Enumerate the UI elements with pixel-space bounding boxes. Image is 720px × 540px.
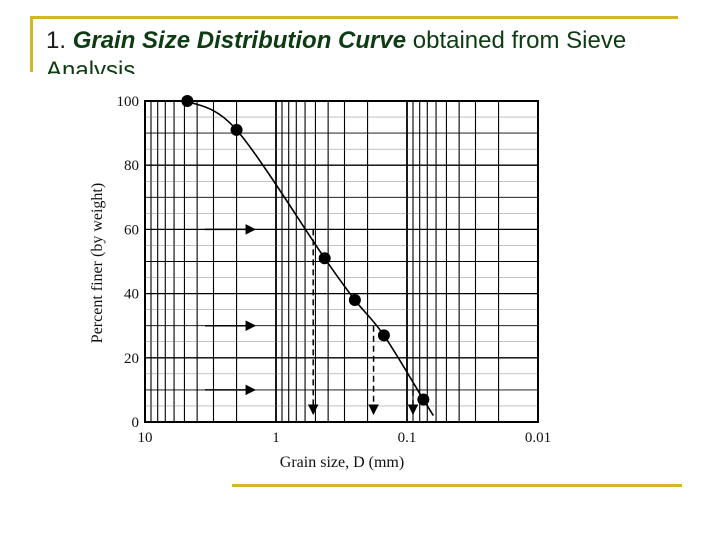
data-point xyxy=(230,123,243,136)
x-tick-label: 1 xyxy=(272,430,280,446)
y-tick-label: 80 xyxy=(124,158,139,174)
chart-tick-labels: 0 20 40 60 80 100 10 1 0.1 0.01 xyxy=(117,94,552,446)
slide-accent-rule-left xyxy=(30,16,33,72)
slide-title: 1. Grain Size Distribution Curve obtaine… xyxy=(46,26,696,74)
x-tick-label: 0.01 xyxy=(525,430,551,446)
y-tick-label: 100 xyxy=(117,94,140,110)
data-point xyxy=(417,393,430,406)
x-tick-label: 0.1 xyxy=(398,430,417,446)
data-point xyxy=(377,329,390,342)
chart-curve-layer xyxy=(186,100,435,416)
title-rest: obtained from Sieve Analysis xyxy=(46,27,627,74)
x-tick-label: 10 xyxy=(138,430,153,446)
chart-annotations xyxy=(205,224,419,416)
data-point xyxy=(348,294,361,307)
y-tick-label: 60 xyxy=(124,222,139,238)
title-emphasis: Grain Size Distribution Curve xyxy=(72,27,407,54)
data-point xyxy=(181,95,194,107)
y-tick-label: 40 xyxy=(124,287,139,303)
slide-accent-rule-top xyxy=(30,16,678,19)
title-number: 1. xyxy=(46,27,67,54)
distribution-curve xyxy=(186,100,435,416)
y-tick-label: 20 xyxy=(124,351,139,367)
slide-accent-rule-bottom xyxy=(232,484,682,487)
chart-grid xyxy=(144,100,539,423)
y-axis-title: Percent finer (by weight) xyxy=(89,183,106,343)
data-point xyxy=(318,252,331,265)
x-axis-title: Grain size, D (mm) xyxy=(280,454,404,471)
y-tick-label: 0 xyxy=(132,415,140,431)
chart-points xyxy=(181,95,430,406)
